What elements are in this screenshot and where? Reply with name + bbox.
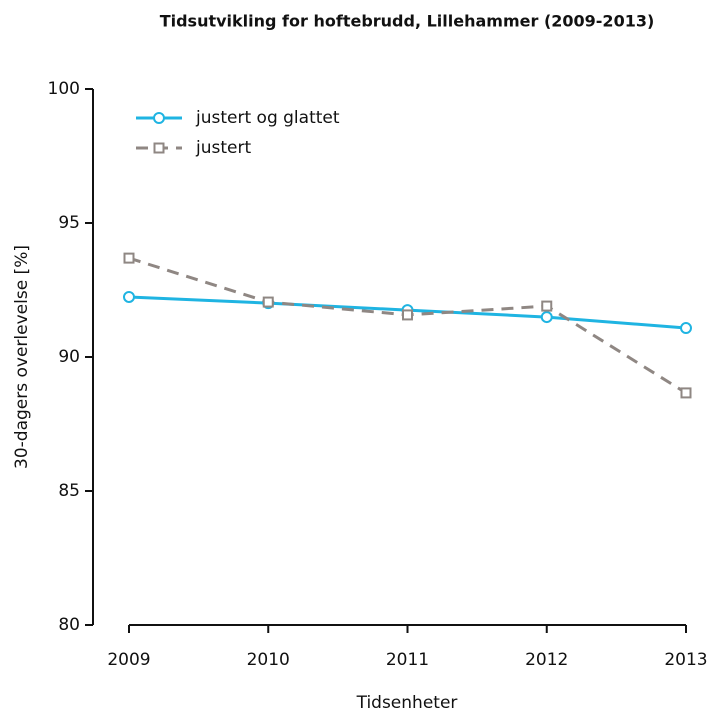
x-tick-label: 2010 <box>247 650 290 670</box>
marker <box>540 311 553 324</box>
x-axis-label: Tidsenheter <box>356 693 458 713</box>
marker <box>680 322 692 335</box>
legend-marker <box>153 142 165 154</box>
marker <box>123 290 135 303</box>
legend-label: justert <box>195 138 251 158</box>
marker <box>402 309 413 321</box>
x-tick-label: 2012 <box>525 650 568 670</box>
marker <box>123 252 135 264</box>
marker <box>262 296 274 308</box>
marker <box>680 387 692 399</box>
y-tick-label: 95 <box>58 213 80 233</box>
legend-marker <box>153 112 165 124</box>
y-axis-label: 30-dagers overlevelse [%] <box>12 245 32 469</box>
chart-title: Tidsutvikling for hoftebrudd, Lillehamme… <box>160 12 655 31</box>
x-tick-label: 2013 <box>664 650 707 670</box>
y-tick-label: 90 <box>58 347 80 367</box>
marker <box>541 300 553 312</box>
x-tick-label: 2009 <box>107 650 150 670</box>
series-line <box>128 256 687 395</box>
x-tick-label: 2011 <box>386 650 429 670</box>
y-tick-label: 100 <box>48 79 80 99</box>
y-tick-label: 80 <box>58 615 80 635</box>
legend-label: justert og glattet <box>195 108 340 128</box>
y-tick-label: 85 <box>58 481 80 501</box>
